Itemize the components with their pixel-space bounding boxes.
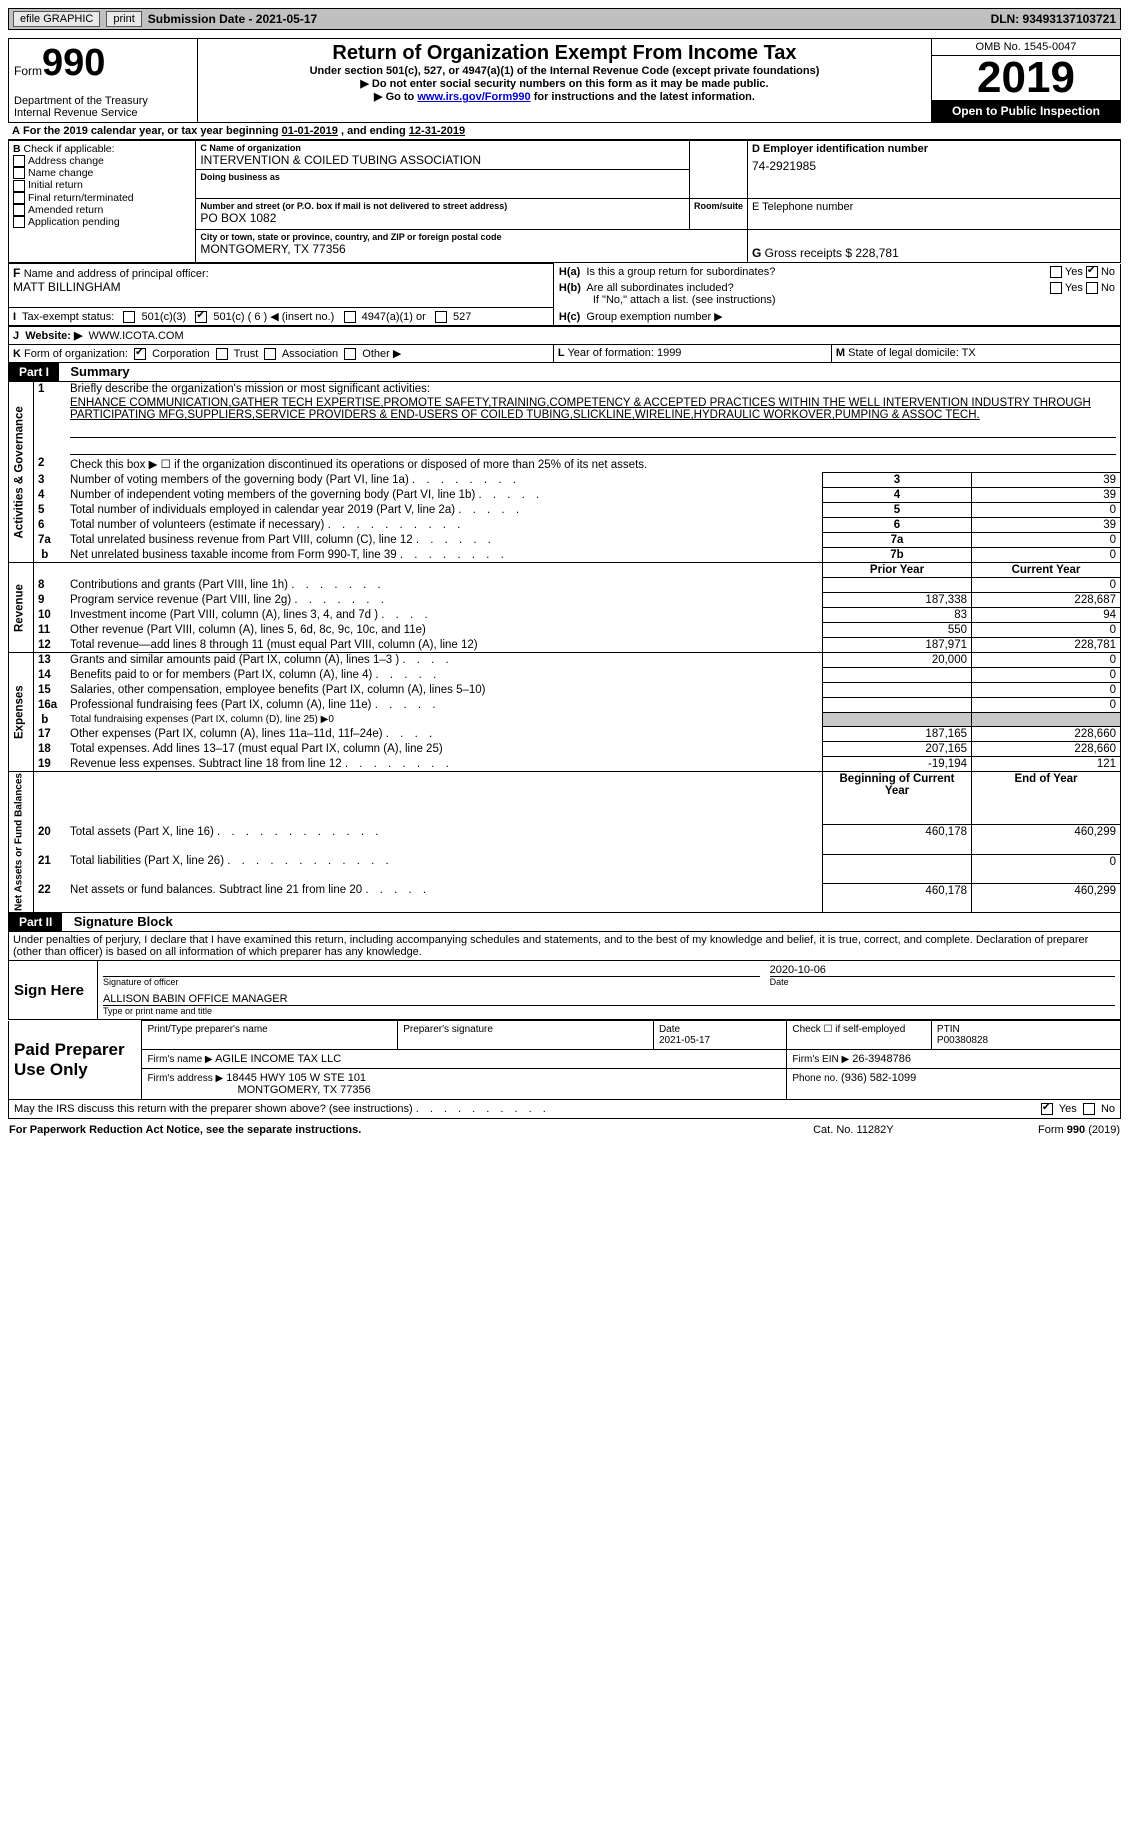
part1-header: Part I [9, 363, 59, 381]
domicile-state: TX [962, 347, 976, 359]
firm-name: AGILE INCOME TAX LLC [215, 1053, 341, 1065]
part1-title: Summary [62, 364, 129, 379]
section-a: A For the 2019 calendar year, or tax yea… [8, 123, 1121, 140]
ptin-value: P00380828 [937, 1035, 988, 1046]
self-employed: Check ☐ if self-employed [787, 1021, 932, 1050]
box-i-label: I [13, 311, 16, 323]
irs-yes-check[interactable] [1041, 1103, 1053, 1115]
print-button[interactable]: print [106, 11, 141, 27]
tax-year: 2019 [932, 56, 1120, 100]
officer-name: MATT BILLINGHAM [13, 280, 121, 294]
sig-date: 2020-10-06 [770, 964, 1115, 977]
officer-status: F Name and address of principal officer:… [8, 263, 1121, 326]
corp-check[interactable] [134, 348, 146, 360]
dba-label: Doing business as [200, 172, 685, 182]
ha-no-check[interactable] [1086, 266, 1098, 278]
box-j-label: J [13, 330, 19, 342]
chk-amended[interactable]: Amended return [28, 204, 103, 216]
firm-addr1: 18445 HWY 105 W STE 101 [226, 1072, 366, 1084]
irs-discuss: May the IRS discuss this return with the… [8, 1100, 1121, 1119]
ein-value: 74-2921985 [752, 159, 1116, 173]
ha-label: H(a) [559, 266, 580, 278]
subtitle-2: ▶ Do not enter social security numbers o… [203, 77, 926, 90]
firm-ein: 26-3948786 [852, 1053, 911, 1065]
chk-app-pending[interactable]: Application pending [28, 216, 120, 228]
dln-label: DLN: 93493137103721 [991, 12, 1116, 26]
501c-check[interactable] [195, 311, 207, 323]
return-title: Return of Organization Exempt From Incom… [203, 42, 926, 65]
sec-activities: Activities & Governance [9, 382, 34, 563]
chk-address-change[interactable]: Address change [28, 155, 104, 167]
prep-sig-label: Preparer's signature [398, 1021, 654, 1050]
dept-treasury: Department of the Treasury [14, 95, 192, 107]
name-title-label: Type or print name and title [103, 1006, 1115, 1016]
cat-number: Cat. No. 11282Y [765, 1123, 941, 1137]
sign-here-block: Sign Here Signature of officer 2020-10-0… [8, 960, 1121, 1020]
city-label: City or town, state or province, country… [200, 232, 743, 242]
street-label: Number and street (or P.O. box if mail i… [200, 201, 685, 211]
formation-year: 1999 [657, 347, 681, 359]
form-label: Form [14, 64, 42, 78]
form-footer: Form 990 (2019) [942, 1123, 1121, 1137]
page-footer: For Paperwork Reduction Act Notice, see … [8, 1123, 1121, 1137]
summary-table: Activities & Governance 1 Briefly descri… [8, 382, 1121, 913]
pra-notice: For Paperwork Reduction Act Notice, see … [8, 1123, 765, 1137]
sign-here-label: Sign Here [9, 961, 98, 1020]
form-header: Form990 Department of the Treasury Inter… [8, 38, 1121, 123]
sec-net-assets: Net Assets or Fund Balances [9, 772, 34, 913]
irs-link[interactable]: www.irs.gov/Form990 [417, 91, 530, 103]
part2-title: Signature Block [66, 914, 173, 929]
submission-date: Submission Date - 2021-05-17 [148, 12, 317, 26]
perjury-text: Under penalties of perjury, I declare th… [8, 932, 1121, 960]
top-bar: efile GRAPHIC print Submission Date - 20… [8, 8, 1121, 30]
form-number: 990 [42, 42, 105, 84]
box-k-label: K [13, 348, 21, 360]
firm-phone: (936) 582-1099 [841, 1072, 916, 1084]
box-l-label: L [558, 347, 565, 359]
chk-name-change[interactable]: Name change [28, 167, 93, 179]
prep-date: 2021-05-17 [659, 1035, 710, 1046]
box-b-label: B [13, 143, 21, 155]
box-g-label: G [752, 246, 761, 260]
org-name: INTERVENTION & COILED TUBING ASSOCIATION [200, 153, 685, 167]
chk-initial-return[interactable]: Initial return [28, 179, 83, 191]
entity-info: B Check if applicable: Address change Na… [8, 140, 1121, 263]
prep-name-label: Print/Type preparer's name [142, 1021, 398, 1050]
city-value: MONTGOMERY, TX 77356 [200, 242, 743, 256]
gross-receipts: 228,781 [855, 246, 898, 260]
firm-addr2: MONTGOMERY, TX 77356 [237, 1084, 370, 1096]
hb-label: H(b) [559, 282, 581, 294]
officer-name-title: ALLISON BABIN OFFICE MANAGER [103, 993, 1115, 1006]
box-f-label: F [13, 266, 20, 280]
sig-date-label: Date [770, 977, 1115, 987]
hb-note: If "No," attach a list. (see instruction… [593, 294, 776, 306]
sig-officer-label: Signature of officer [103, 977, 760, 987]
hc-label: H(c) [559, 311, 580, 323]
ein-label: D Employer identification number [752, 143, 1116, 155]
website-formation: J Website: ▶ WWW.ICOTA.COM K Form of org… [8, 326, 1121, 363]
subtitle-1: Under section 501(c), 527, or 4947(a)(1)… [203, 65, 926, 77]
paid-preparer-block: Paid Preparer Use Only Print/Type prepar… [8, 1020, 1121, 1100]
sec-expenses: Expenses [9, 653, 34, 772]
subtitle-3: ▶ Go to www.irs.gov/Form990 for instruct… [203, 90, 926, 103]
room-label: Room/suite [694, 201, 743, 211]
phone-label: E Telephone number [752, 201, 1116, 213]
part2-header: Part II [9, 913, 62, 931]
open-public: Open to Public Inspection [932, 100, 1120, 122]
efile-label: efile GRAPHIC [13, 11, 100, 27]
sec-revenue: Revenue [9, 563, 34, 653]
website-value: WWW.ICOTA.COM [89, 330, 184, 342]
chk-final-return[interactable]: Final return/terminated [28, 192, 134, 204]
street-value: PO BOX 1082 [200, 211, 685, 225]
org-name-label: C Name of organization [200, 143, 685, 153]
paid-preparer-label: Paid Preparer Use Only [9, 1021, 142, 1100]
dept-irs: Internal Revenue Service [14, 107, 192, 119]
mission-text: ENHANCE COMMUNICATION,GATHER TECH EXPERT… [66, 396, 1121, 422]
box-m-label: M [836, 347, 845, 359]
